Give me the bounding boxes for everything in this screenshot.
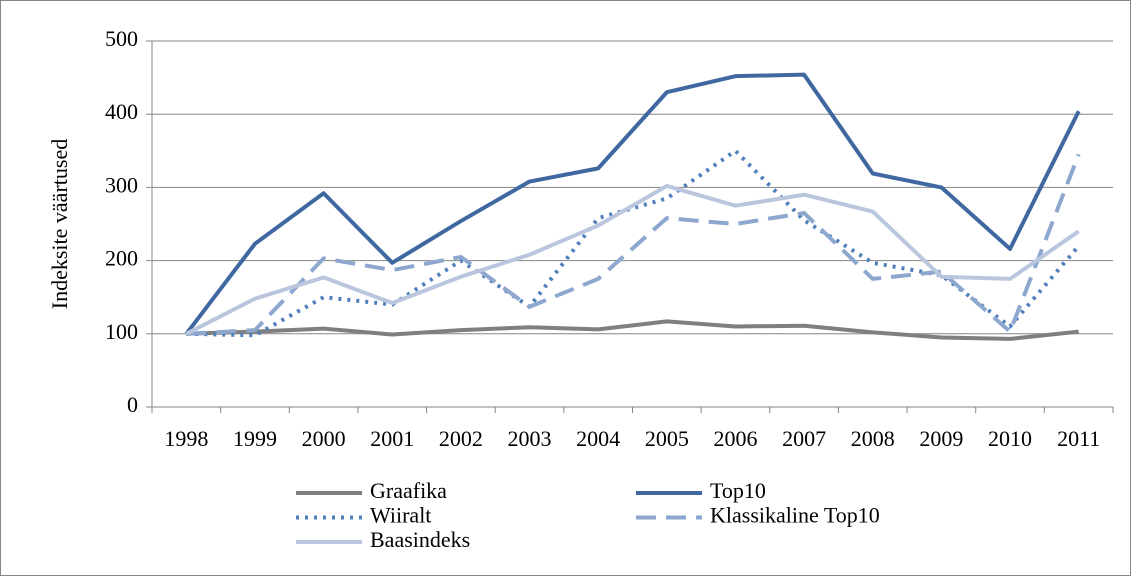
series-line: [186, 319, 1079, 341]
y-tick-label: 200: [105, 246, 138, 271]
y-tick-label: 400: [105, 99, 138, 124]
x-tick-label: 2011: [1057, 426, 1100, 451]
x-tick-label: 2007: [782, 426, 826, 451]
legend-label: Klassikaline Top10: [710, 503, 880, 528]
y-axis-label: Indeksite väärtused: [47, 139, 72, 309]
x-tick-label: 2005: [645, 426, 689, 451]
legend-label: Wiiralt: [370, 503, 431, 528]
x-tick-label: 2000: [302, 426, 346, 451]
x-tick-label: 2008: [851, 426, 895, 451]
x-tick-label: 1998: [164, 426, 208, 451]
legend-label: Top10: [710, 478, 766, 503]
x-tick-label: 2003: [508, 426, 552, 451]
y-tick-label: 300: [105, 172, 138, 197]
legend-label: Baasindeks: [370, 527, 470, 552]
x-tick-label: 2002: [439, 426, 483, 451]
y-tick-label: 100: [105, 319, 138, 344]
x-tick-label: 1999: [233, 426, 277, 451]
series-line: [185, 183, 1080, 336]
series-line: [184, 72, 1081, 336]
x-tick-label: 2009: [919, 426, 963, 451]
y-tick-label: 0: [127, 392, 138, 417]
legend-label: Graafika: [370, 478, 447, 503]
x-tick-label: 2004: [576, 426, 620, 451]
series-line: [186, 153, 1081, 336]
x-tick-label: 2010: [988, 426, 1032, 451]
x-tick-label: 2006: [713, 426, 757, 451]
y-tick-label: 500: [105, 26, 138, 51]
x-tick-label: 2001: [370, 426, 414, 451]
